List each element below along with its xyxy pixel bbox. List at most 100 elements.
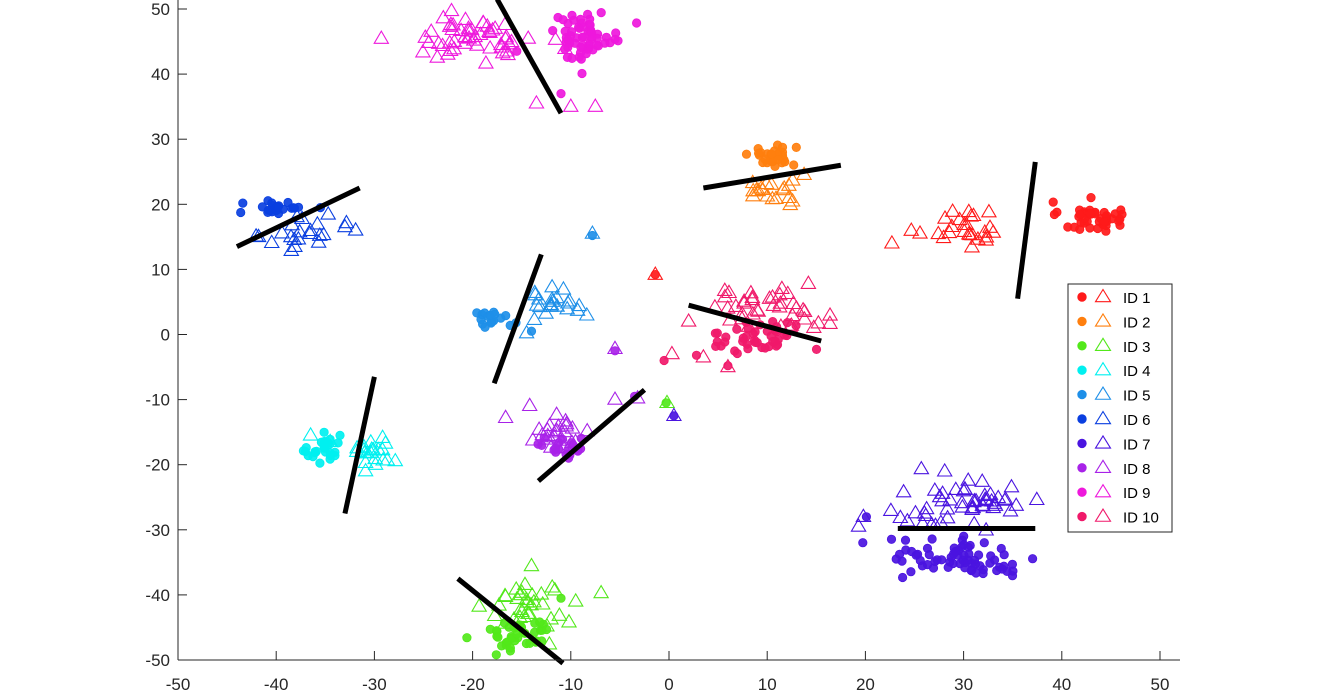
id-7-dot-point (975, 561, 985, 571)
id-7-triangle-point (918, 500, 935, 515)
id-8-triangle-point (579, 422, 596, 437)
id-1-dot-point (1075, 209, 1085, 219)
legend-label: ID 8 (1123, 461, 1151, 478)
id-1-dot-point (1048, 197, 1058, 207)
legend-triangle-icon (1094, 337, 1112, 352)
x-tick-label: 20 (856, 675, 875, 694)
legend-triangle-icon (1094, 410, 1112, 425)
id-7-triangle-point (976, 487, 993, 502)
id-7-triangle-point (926, 482, 943, 496)
id-7-triangle-point (996, 492, 1013, 506)
legend-dot-icon (1077, 292, 1087, 302)
outlier-dot-point (526, 326, 537, 336)
id-5-triangle-point (559, 300, 576, 315)
id-7-dot-point (979, 538, 989, 548)
id-6-triangle-point (263, 234, 280, 249)
legend-dot-icon (1077, 316, 1087, 327)
outlier-triangle-point (322, 433, 339, 448)
id-6-triangle-point (286, 238, 303, 252)
id-3-triangle-point (542, 610, 560, 625)
id-9-triangle-point (481, 24, 499, 38)
legend-label: ID 3 (1123, 339, 1151, 356)
id-6-dot-point (238, 198, 248, 208)
id-2-triangle-point (780, 189, 798, 204)
id-4-dot-point (300, 446, 310, 457)
id-10-triangle-point (761, 290, 778, 304)
id-7-triangle-point (955, 482, 972, 497)
id-8-triangle-point (557, 417, 575, 432)
id-7-dot-point (927, 534, 937, 544)
outlier-triangle-point (606, 391, 624, 405)
id-9-triangle-point (444, 21, 461, 36)
outlier-triangle-point (567, 592, 584, 607)
outlier-triangle-point (883, 234, 900, 249)
id-5-triangle-point (526, 311, 543, 325)
id-7-triangle-point (917, 507, 934, 522)
id-1-triangle-point (964, 226, 981, 241)
id-1-triangle-point (960, 225, 977, 240)
id-9-triangle-point (434, 37, 451, 52)
legend-dot-icon (1077, 414, 1087, 424)
id-5-triangle-point (559, 294, 576, 309)
id-5-triangle-point (578, 306, 595, 321)
id-6-triangle-point (290, 230, 307, 245)
outlier-dot-point (556, 89, 566, 99)
x-tick-label: 10 (758, 675, 777, 694)
x-tick-label: -40 (264, 675, 289, 694)
legend-dot-icon (1077, 389, 1087, 400)
id-2-triangle-point (784, 171, 801, 186)
id-10-triangle-point (821, 315, 839, 329)
legend-dot-icon (1077, 463, 1087, 473)
id-10-triangle-point (765, 297, 782, 311)
x-tick-label: -20 (460, 675, 485, 694)
id-1-triangle-point (958, 216, 975, 231)
id-7-triangle-point (974, 497, 991, 511)
id-10-dot-point (732, 348, 742, 359)
legend-triangle-icon (1094, 434, 1112, 449)
id-5-triangle-point (549, 297, 566, 312)
legend-triangle-icon (1094, 288, 1112, 303)
id-6-dot-point (288, 203, 298, 213)
id-7-dot-point (906, 546, 917, 557)
id-5-triangle-point (543, 296, 560, 311)
id-5-triangle-point (531, 298, 549, 313)
id-7-dot-point (948, 549, 959, 559)
id-6-triangle-point (315, 226, 332, 241)
id-2-dot-point (753, 148, 764, 158)
outlier-triangle-point (528, 94, 545, 109)
id-7-dot-point (1002, 566, 1012, 577)
id-8-dot-point (557, 434, 568, 444)
id-7-triangle-point (942, 491, 959, 506)
id-1-triangle-point (956, 223, 973, 237)
id-7-dot-point (900, 535, 911, 545)
id-10-dot-point (750, 327, 760, 337)
id-10-triangle-point (785, 295, 802, 310)
id-4-dot-point (320, 447, 331, 457)
legend-label: ID 6 (1123, 412, 1151, 429)
id-10-dot-point (710, 328, 721, 338)
id-10-triangle-point (736, 293, 753, 307)
id-8-dot-point (539, 433, 549, 443)
y-tick-label: 0 (161, 326, 170, 345)
id-3-dot-point (491, 650, 501, 660)
separator-line (342, 376, 377, 515)
id-1-triangle-point (965, 207, 982, 222)
id-9-triangle-point (460, 22, 477, 37)
id-9-triangle-point (477, 54, 494, 69)
id-10-triangle-point (719, 299, 736, 314)
id-6-triangle-point (302, 222, 319, 237)
id-5-triangle-point (544, 278, 561, 293)
id-7-dot-point (948, 558, 958, 569)
legend-label: ID 10 (1123, 510, 1159, 527)
id-10-triangle-point (744, 305, 762, 320)
outlier-triangle-point (336, 218, 354, 233)
id-8-triangle-point (548, 406, 565, 420)
id-6-triangle-point (309, 215, 326, 230)
legend-triangle-icon (1094, 386, 1112, 400)
id-10-dot-point (732, 324, 742, 334)
id-6-triangle-point (286, 231, 303, 246)
id-7-dot-point (992, 565, 1002, 576)
id-9-triangle-point (463, 21, 480, 35)
id-4-triangle-point (357, 454, 374, 469)
